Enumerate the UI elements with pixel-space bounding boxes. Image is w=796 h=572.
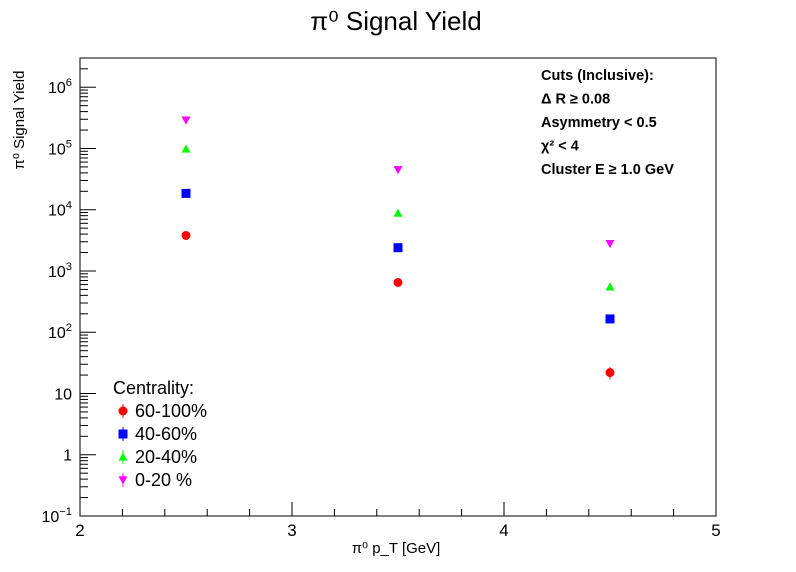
- legend-marker: [118, 452, 128, 461]
- x-tick-label: 4: [499, 521, 508, 540]
- x-tick-label: 2: [75, 521, 84, 540]
- y-tick-label: 103: [48, 261, 72, 281]
- data-point: [393, 243, 403, 253]
- data-point: [181, 230, 191, 240]
- data-point: [393, 166, 403, 175]
- y-tick-label: 10: [54, 386, 72, 403]
- annotation-line: Δ R ≥ 0.08: [541, 92, 610, 108]
- data-point: [393, 277, 403, 287]
- legend-label: 40-60%: [135, 424, 197, 444]
- x-tick-label: 5: [711, 521, 720, 540]
- x-axis-title: π⁰ p_T [GeV]: [352, 540, 441, 557]
- series-4: [181, 116, 615, 249]
- data-point: [605, 314, 615, 324]
- chart-title: π⁰ Signal Yield: [310, 6, 481, 36]
- y-axis-title: π⁰ Signal Yield: [11, 71, 28, 170]
- plot-frame: [79, 57, 717, 517]
- data-point: [393, 208, 403, 217]
- y-tick-label: 1: [63, 448, 72, 465]
- legend-label: 20-40%: [135, 447, 197, 467]
- legend-marker: [118, 429, 128, 439]
- data-point: [605, 282, 615, 291]
- series-1: [181, 230, 615, 380]
- annotation-line: Asymmetry < 0.5: [541, 115, 657, 131]
- legend-title: Centrality:: [113, 378, 194, 398]
- data-point: [181, 188, 191, 198]
- y-tick-label: 106: [48, 77, 72, 97]
- y-tick-label: 104: [48, 200, 72, 220]
- y-tick-label: 102: [48, 322, 72, 342]
- x-tick-label: 3: [287, 521, 296, 540]
- series-3: [181, 144, 615, 291]
- legend-marker: [118, 406, 128, 416]
- annotation-line: χ² < 4: [541, 139, 579, 155]
- series-2: [181, 188, 615, 324]
- legend-label: 60-100%: [135, 401, 207, 421]
- legend-marker: [118, 476, 128, 485]
- y-tick-label: 105: [48, 138, 72, 158]
- data-point: [181, 116, 191, 125]
- data-point: [181, 144, 191, 153]
- annotation-line: Cluster E ≥ 1.0 GeV: [541, 162, 674, 178]
- legend-entry: 20-40%: [118, 447, 197, 467]
- legend-entry: 0-20 %: [118, 470, 192, 490]
- y-tick-label: 10−1: [41, 506, 72, 526]
- legend-label: 0-20 %: [135, 470, 192, 490]
- data-point: [605, 239, 615, 249]
- legend-entry: 60-100%: [118, 401, 207, 421]
- annotation-line: Cuts (Inclusive):: [541, 68, 654, 84]
- data-point: [605, 368, 615, 378]
- legend-entry: 40-60%: [118, 424, 197, 444]
